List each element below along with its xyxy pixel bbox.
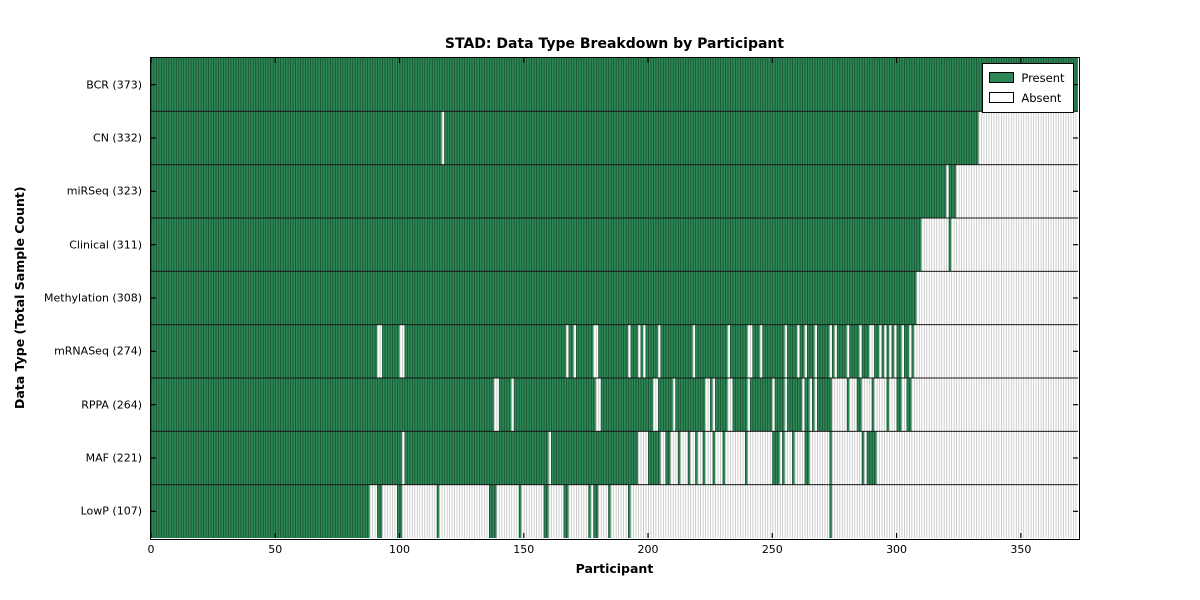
y-tick-label: MAF (221) bbox=[85, 451, 142, 465]
y-tick-label: Clinical (311) bbox=[69, 238, 142, 252]
y-tick-label: BCR (373) bbox=[86, 78, 142, 92]
x-axis-title: Participant bbox=[575, 561, 654, 576]
legend-label-present: Present bbox=[1021, 70, 1065, 85]
legend-item-absent: Absent bbox=[989, 88, 1064, 108]
present-swatch bbox=[989, 72, 1015, 83]
y-tick-label: RPPA (264) bbox=[81, 398, 142, 412]
y-tick-label: miRSeq (323) bbox=[66, 184, 142, 198]
x-tick-label: 300 bbox=[886, 543, 908, 556]
absent-swatch bbox=[989, 92, 1015, 103]
y-tick-labels: BCR (373) CN (332) miRSeq (323) Clinical (3… bbox=[0, 58, 142, 538]
plot-area: Present Absent bbox=[149, 56, 1080, 540]
x-tick-label: 350 bbox=[1010, 543, 1032, 556]
x-tick-label: 250 bbox=[761, 543, 783, 556]
x-tick-label: 100 bbox=[389, 543, 411, 556]
y-tick-label: LowP (107) bbox=[80, 504, 142, 518]
y-tick-label: CN (332) bbox=[93, 131, 142, 145]
y-tick-label: mRNASeq (274) bbox=[54, 344, 142, 358]
legend-label-absent: Absent bbox=[1021, 90, 1062, 105]
chart-title: STAD: Data Type Breakdown by Participant bbox=[444, 36, 785, 52]
presence-matrix-canvas bbox=[150, 57, 1078, 538]
legend: Present Absent bbox=[982, 62, 1074, 113]
x-tick-label: 50 bbox=[268, 543, 283, 556]
legend-item-present: Present bbox=[989, 68, 1065, 88]
x-tick-label: 150 bbox=[513, 543, 535, 556]
y-tick-label: Methylation (308) bbox=[44, 291, 142, 305]
x-tick-labels: 0 50 100 150 200 250 300 350 bbox=[147, 543, 1078, 559]
x-tick-label: 0 bbox=[147, 543, 155, 556]
x-tick-label: 200 bbox=[637, 543, 659, 556]
